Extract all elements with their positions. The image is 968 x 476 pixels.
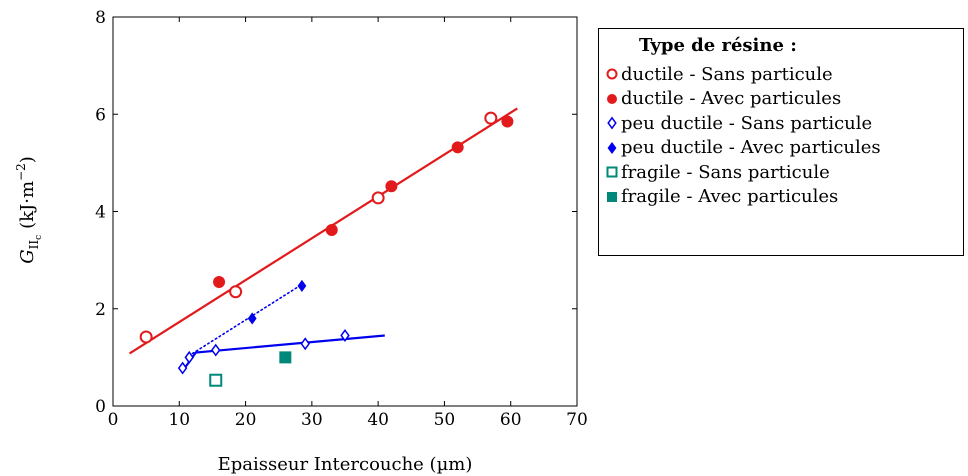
x-tick-label: 30 (301, 410, 323, 430)
legend-item: peu ductile - Avec particules (605, 136, 881, 160)
x-tick-label: 70 (566, 410, 588, 430)
legend-marker-shape (607, 191, 617, 202)
plot-frame (112, 16, 578, 407)
legend-label: fragile - Avec particules (621, 186, 839, 207)
y-axis-label-exponent: −2 (14, 163, 28, 181)
y-tick-label: 6 (95, 105, 106, 125)
legend-marker-diamond-filled (607, 141, 617, 154)
data-point-diamond-open (211, 343, 221, 357)
legend-label: fragile - Sans particule (621, 161, 830, 183)
legend-marker-square-filled (607, 191, 617, 202)
data-point-diamond-open (177, 361, 188, 375)
data-point-square-filled (279, 351, 292, 364)
legend-marker-circle-filled (607, 93, 617, 104)
data-point-circle-open (371, 191, 385, 205)
data-point-circle-filled (213, 276, 226, 289)
x-tick-label: 50 (434, 410, 456, 430)
legend-label: peu ductile - Avec particules (621, 137, 881, 158)
data-point-circle-filled (385, 180, 398, 193)
legend-marker-circle-open (606, 68, 618, 80)
legend-marker-shape (607, 93, 617, 104)
y-axis-label-unit: (kJ·m (17, 181, 38, 229)
y-axis-label-symbol: G (17, 249, 38, 263)
legend-item: ductile - Avec particules (605, 87, 841, 111)
legend-item: ductile - Sans particule (605, 62, 833, 86)
legend-marker-shape (606, 166, 618, 178)
data-point-circle-filled (451, 141, 464, 154)
y-axis-label-subsubscript: c (34, 235, 44, 240)
data-point-diamond-open (300, 337, 310, 351)
legend-item: fragile - Sans particule (605, 160, 830, 184)
data-points (139, 111, 514, 387)
x-axis-label: Epaisseur Intercouche (µm) (218, 454, 473, 475)
data-point-circle-open (229, 285, 243, 299)
y-tick-label: 8 (95, 8, 106, 28)
legend-title: Type de résine : (639, 35, 797, 56)
legend-marker-shape (607, 141, 617, 154)
fit-line-solid (181, 334, 385, 372)
legend-marker-shape (607, 116, 617, 130)
y-tick-label: 2 (95, 300, 106, 320)
data-point-circle-open (484, 111, 498, 125)
legend-label: ductile - Avec particules (621, 88, 842, 109)
legend-item: peu ductile - Sans particule (605, 111, 872, 135)
x-tick-label: 10 (168, 410, 190, 430)
data-point-square-open (209, 373, 223, 387)
data-point-circle-open (139, 330, 153, 344)
x-tick-label: 60 (500, 410, 522, 430)
y-tick-label: 0 (95, 397, 106, 417)
fit-line-dotted (191, 283, 303, 355)
legend-marker-diamond-open (607, 116, 617, 130)
data-point-circle-filled (501, 115, 514, 128)
data-point-diamond-open (340, 329, 350, 342)
data-point-diamond-filled (247, 312, 257, 325)
legend-item: fragile - Avec particules (605, 185, 838, 209)
legend-label: peu ductile - Sans particule (621, 112, 873, 134)
legend: Type de résine : ductile - Sans particul… (598, 28, 964, 256)
data-point-diamond-filled (297, 279, 307, 292)
y-axis-label: GIIc (kJ·m−2) (14, 156, 44, 264)
y-tick-label: 4 (95, 203, 106, 223)
data-point-circle-filled (325, 223, 338, 236)
y-axis-label-subscript: II (27, 240, 41, 250)
axes: 0 10 20 30 40 50 60 70 0 2 4 6 8 (95, 8, 588, 430)
x-tick-label: 40 (367, 410, 389, 430)
legend-marker-shape (606, 68, 618, 80)
legend-marker-square-open (606, 166, 618, 178)
x-tick-label: 20 (235, 410, 257, 430)
x-tick-label: 0 (108, 410, 119, 430)
data-point-diamond-open (184, 350, 194, 364)
y-axis-label-unit-close: ) (17, 156, 38, 163)
legend-label: ductile - Sans particule (621, 63, 833, 85)
